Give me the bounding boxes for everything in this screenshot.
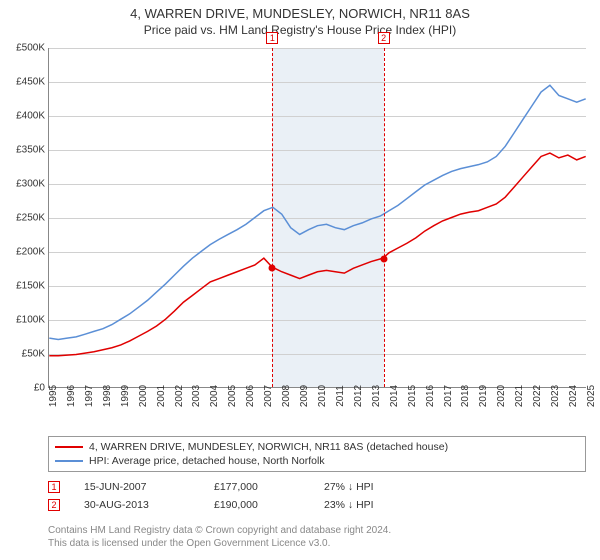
transaction-dashed-line [384, 48, 385, 387]
transaction-dashed-line [272, 48, 273, 387]
x-axis-label: 2022 [532, 385, 543, 407]
transaction-row: 1 15-JUN-2007£177,00027% ↓ HPI [48, 478, 586, 496]
series-hpi [49, 85, 585, 339]
x-axis-label: 1997 [84, 385, 95, 407]
x-axis-label: 2024 [568, 385, 579, 407]
transaction-dot [269, 264, 276, 271]
transaction-dot [380, 255, 387, 262]
x-axis-label: 2003 [191, 385, 202, 407]
x-axis-label: 2004 [209, 385, 220, 407]
x-axis: 1995199619971998199920002001200220032004… [48, 390, 586, 430]
chart-container: 4, WARREN DRIVE, MUNDESLEY, NORWICH, NR1… [0, 0, 600, 560]
x-axis-label: 2002 [174, 385, 185, 407]
legend-swatch [55, 460, 83, 462]
chart-plot-area: £0£50K£100K£150K£200K£250K£300K£350K£400… [48, 48, 586, 388]
x-axis-label: 1996 [66, 385, 77, 407]
y-axis-label: £350K [3, 145, 45, 156]
x-axis-label: 2008 [281, 385, 292, 407]
chart-title: 4, WARREN DRIVE, MUNDESLEY, NORWICH, NR1… [0, 6, 600, 21]
y-axis-label: £300K [3, 179, 45, 190]
x-axis-label: 2001 [156, 385, 167, 407]
chart-lines [49, 48, 586, 387]
x-axis-label: 1998 [102, 385, 113, 407]
transaction-row-marker: 2 [48, 499, 60, 511]
transaction-row-marker: 1 [48, 481, 60, 493]
y-axis-label: £500K [3, 43, 45, 54]
y-axis-label: £400K [3, 111, 45, 122]
legend-row: 4, WARREN DRIVE, MUNDESLEY, NORWICH, NR1… [55, 440, 579, 454]
chart-subtitle: Price paid vs. HM Land Registry's House … [0, 23, 600, 37]
x-axis-label: 2010 [317, 385, 328, 407]
x-axis-label: 2017 [443, 385, 454, 407]
transaction-table: 1 15-JUN-2007£177,00027% ↓ HPI 2 30-AUG-201… [48, 478, 586, 514]
y-axis-label: £50K [3, 349, 45, 360]
transaction-diff: 27% ↓ HPI [324, 481, 434, 493]
legend-label: 4, WARREN DRIVE, MUNDESLEY, NORWICH, NR1… [89, 441, 448, 453]
transaction-marker-box: 1 [266, 32, 278, 44]
x-axis-label: 1999 [120, 385, 131, 407]
y-axis-label: £100K [3, 315, 45, 326]
x-axis-label: 2023 [550, 385, 561, 407]
transaction-date: 15-JUN-2007 [84, 481, 214, 493]
x-axis-label: 1995 [48, 385, 59, 407]
x-axis-label: 2005 [227, 385, 238, 407]
legend-label: HPI: Average price, detached house, Nort… [89, 455, 325, 467]
x-axis-label: 2013 [371, 385, 382, 407]
x-axis-label: 2016 [425, 385, 436, 407]
y-axis-label: £250K [3, 213, 45, 224]
series-property [49, 153, 585, 356]
y-axis-label: £150K [3, 281, 45, 292]
x-axis-label: 2012 [353, 385, 364, 407]
x-axis-label: 2009 [299, 385, 310, 407]
x-axis-label: 2006 [245, 385, 256, 407]
x-axis-label: 2019 [478, 385, 489, 407]
y-axis-label: £200K [3, 247, 45, 258]
x-axis-label: 2007 [263, 385, 274, 407]
y-axis-label: £450K [3, 77, 45, 88]
x-axis-label: 2015 [407, 385, 418, 407]
transaction-price: £177,000 [214, 481, 324, 493]
transaction-row: 2 30-AUG-2013£190,00023% ↓ HPI [48, 496, 586, 514]
x-axis-label: 2011 [335, 385, 346, 407]
transaction-price: £190,000 [214, 499, 324, 511]
transaction-date: 30-AUG-2013 [84, 499, 214, 511]
x-axis-label: 2020 [496, 385, 507, 407]
title-area: 4, WARREN DRIVE, MUNDESLEY, NORWICH, NR1… [0, 0, 600, 37]
legend-row: HPI: Average price, detached house, Nort… [55, 454, 579, 468]
x-axis-label: 2018 [460, 385, 471, 407]
transaction-diff: 23% ↓ HPI [324, 499, 434, 511]
transaction-marker-box: 2 [378, 32, 390, 44]
y-axis-label: £0 [3, 383, 45, 394]
x-axis-label: 2000 [138, 385, 149, 407]
x-axis-label: 2014 [389, 385, 400, 407]
credits-line2: This data is licensed under the Open Gov… [48, 537, 586, 550]
legend: 4, WARREN DRIVE, MUNDESLEY, NORWICH, NR1… [48, 436, 586, 472]
credits-line1: Contains HM Land Registry data © Crown c… [48, 524, 586, 537]
legend-swatch [55, 446, 83, 448]
credits: Contains HM Land Registry data © Crown c… [48, 524, 586, 550]
x-axis-label: 2021 [514, 385, 525, 407]
x-axis-label: 2025 [586, 385, 597, 407]
